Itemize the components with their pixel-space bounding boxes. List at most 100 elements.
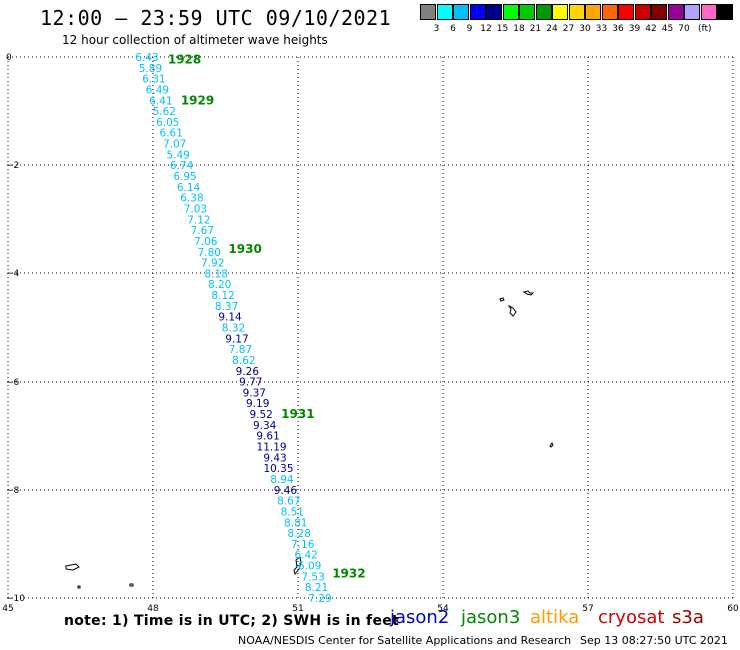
map-grid bbox=[7, 56, 734, 599]
wave-height-label: 5.62 bbox=[153, 106, 176, 118]
wave-height-label: 6.95 bbox=[173, 171, 196, 183]
wave-height-label: 8.28 bbox=[288, 528, 311, 540]
legend-label: 24 bbox=[546, 24, 558, 34]
timestamp-text: Sep 13 08:27:50 UTC 2021 bbox=[580, 634, 728, 647]
satellite-s3a: s3a bbox=[672, 607, 704, 628]
legend-swatch bbox=[453, 4, 469, 20]
time-label: 1932 bbox=[332, 567, 365, 581]
legend-label: 12 bbox=[480, 24, 492, 34]
coastlines bbox=[65, 290, 554, 589]
time-label: 1931 bbox=[281, 407, 314, 421]
wave-height-label: 8.21 bbox=[305, 582, 328, 594]
wave-height-label: 9.43 bbox=[263, 452, 286, 464]
legend-swatch bbox=[717, 4, 733, 20]
legend-swatch bbox=[552, 4, 568, 20]
wave-height-label: 6.49 bbox=[146, 84, 169, 96]
wave-height-label: 8.20 bbox=[208, 279, 231, 291]
wave-height-label: 7.29 bbox=[308, 593, 331, 605]
wave-height-label: 9.61 bbox=[256, 431, 279, 443]
x-tick-label: 45 bbox=[2, 604, 13, 614]
legend-swatch bbox=[502, 4, 519, 20]
legend-label: 9 bbox=[466, 24, 473, 34]
wave-height-label: 9.52 bbox=[249, 409, 272, 421]
legend-swatch bbox=[436, 4, 453, 20]
wave-height-label: 6.41 bbox=[149, 95, 172, 107]
wave-height-label: 6.42 bbox=[294, 550, 317, 562]
legend-label: 33 bbox=[595, 24, 608, 34]
axis-ticks: 45 48 51 54 57 60 0 −2 −4 −6 −8 −10 bbox=[2, 53, 739, 614]
legend-label: 36 bbox=[612, 24, 624, 34]
wave-height-label: 6.14 bbox=[177, 182, 201, 194]
legend-swatch bbox=[420, 4, 436, 20]
legend-swatch bbox=[585, 4, 601, 20]
wave-height-label: 7.87 bbox=[229, 344, 252, 356]
wave-height-label: 7.07 bbox=[163, 139, 186, 151]
legend-swatch bbox=[535, 4, 552, 20]
wave-height-label: 9.19 bbox=[246, 398, 269, 410]
legend-label: 6 bbox=[450, 24, 456, 34]
legend-label: 18 bbox=[513, 24, 525, 34]
wave-height-label: 6.05 bbox=[156, 117, 179, 129]
legend-swatch bbox=[601, 4, 618, 20]
wave-height-label: 9.77 bbox=[239, 377, 262, 389]
wave-height-label: 8.12 bbox=[211, 290, 234, 302]
wave-height-label: 7.03 bbox=[184, 203, 207, 215]
x-tick-label: 54 bbox=[437, 604, 449, 614]
wave-height-label: 7.12 bbox=[187, 214, 210, 226]
wave-height-label: 7.80 bbox=[198, 247, 221, 259]
y-tick-label: −6 bbox=[6, 378, 20, 388]
wave-height-label: 8.94 bbox=[270, 474, 294, 486]
credit-text: NOAA/NESDIS Center for Satellite Applica… bbox=[238, 634, 572, 647]
wave-height-label: 8.81 bbox=[284, 517, 307, 529]
satellite-cryosat: cryosat bbox=[598, 607, 665, 628]
wave-height-label: 6.74 bbox=[170, 160, 194, 172]
wave-height-label: 6.43 bbox=[135, 52, 158, 64]
satellite-altika: altika bbox=[530, 607, 580, 628]
wave-height-label: 8.18 bbox=[205, 268, 228, 280]
map-title: 12:00 – 23:59 UTC 09/10/2021 bbox=[40, 6, 392, 30]
island-shape bbox=[499, 290, 535, 317]
footer-note: note: 1) Time is in UTC; 2) SWH is in fe… bbox=[64, 613, 400, 629]
wave-height-label: 7.53 bbox=[301, 571, 324, 583]
wave-height-label: 6.31 bbox=[142, 74, 165, 86]
legend-swatch bbox=[634, 4, 651, 20]
x-tick-label: 51 bbox=[292, 604, 303, 614]
wave-height-label: 7.92 bbox=[201, 258, 224, 270]
legend-label: 70 bbox=[678, 24, 690, 34]
wave-height-label: 8.37 bbox=[215, 301, 238, 313]
wave-height-label: 11.19 bbox=[257, 442, 287, 454]
island-shape bbox=[65, 563, 134, 589]
wave-height-label: 7.16 bbox=[291, 539, 315, 551]
satellite-jason3: jason3 bbox=[461, 607, 521, 628]
legend-swatch bbox=[700, 4, 717, 20]
x-tick-label: 48 bbox=[147, 604, 159, 614]
y-tick-label: −4 bbox=[6, 269, 20, 279]
legend-swatch bbox=[519, 4, 535, 20]
y-tick-label: −8 bbox=[6, 486, 20, 496]
wave-height-label: 9.46 bbox=[274, 485, 298, 497]
satellite-jason2: jason2 bbox=[390, 607, 450, 628]
legend-label: 15 bbox=[496, 24, 509, 34]
y-tick-label: −2 bbox=[6, 161, 19, 171]
legend-label: 30 bbox=[579, 24, 591, 34]
wave-height-label: 8.67 bbox=[277, 496, 300, 508]
wave-height-label: 8.51 bbox=[281, 506, 304, 518]
wave-height-label: 9.17 bbox=[225, 333, 248, 345]
wave-height-label: 9.14 bbox=[218, 312, 242, 324]
wave-height-label: 5.89 bbox=[139, 63, 162, 75]
legend-label: 39 bbox=[628, 24, 641, 34]
y-tick-label: −10 bbox=[6, 594, 25, 604]
time-label: 1930 bbox=[228, 242, 261, 256]
wave-height-label: 6.61 bbox=[160, 128, 183, 140]
legend-swatch bbox=[469, 4, 486, 20]
wave-track: 6.435.896.316.496.415.626.056.617.075.49… bbox=[135, 52, 331, 605]
legend-swatch bbox=[651, 4, 667, 20]
wave-height-label: 10.35 bbox=[263, 463, 293, 475]
time-label: 1928 bbox=[168, 53, 201, 67]
map-subtitle: 12 hour collection of altimeter wave hei… bbox=[62, 33, 328, 47]
legend-label: 27 bbox=[562, 24, 575, 34]
wave-height-label: 8.62 bbox=[232, 355, 255, 367]
legend-unit: (ft) bbox=[698, 24, 712, 34]
time-label: 1929 bbox=[181, 93, 214, 107]
